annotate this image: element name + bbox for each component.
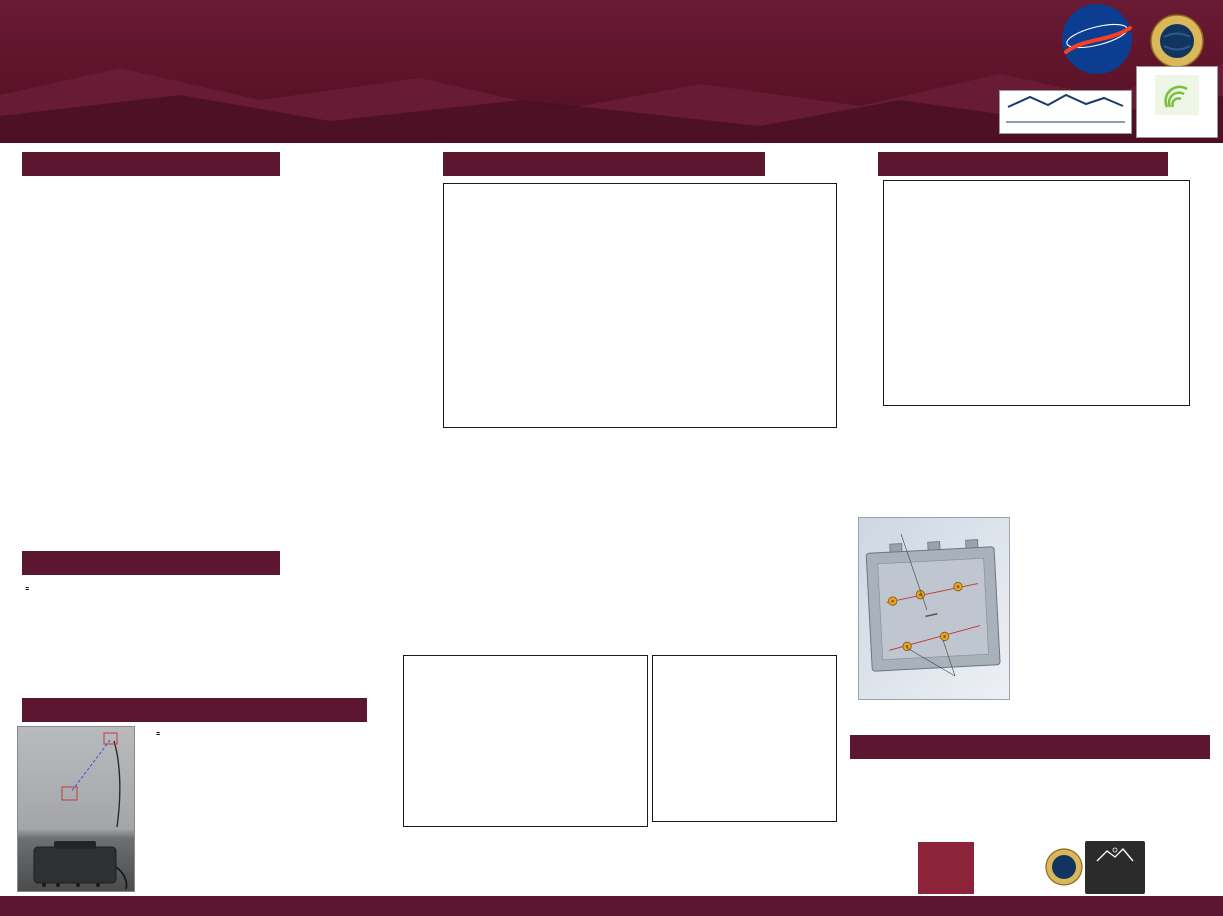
mountain-backdrop-image xyxy=(0,64,1223,143)
nmhed-logo xyxy=(1085,841,1145,894)
title-block xyxy=(255,7,955,13)
research-goals-list xyxy=(22,579,388,597)
acknowledgements-section-header xyxy=(850,735,1210,759)
figure2-chart xyxy=(443,183,837,428)
nasa-logo xyxy=(1062,4,1132,74)
bottom-accent-bar xyxy=(0,896,1223,916)
analysis-section-header xyxy=(443,152,765,176)
discussion-section-header xyxy=(878,152,1168,176)
analysis-para1 xyxy=(437,466,839,468)
research-goals-section-header xyxy=(22,551,280,575)
discussion-para2 xyxy=(1015,517,1215,519)
methodology-section-header xyxy=(22,698,367,722)
figure5-chart xyxy=(883,180,1190,406)
nmsu-logo xyxy=(918,842,974,894)
equations-2-3 xyxy=(642,524,839,527)
nmhed-mountain-icon xyxy=(1096,847,1134,862)
discussion-para1 xyxy=(850,429,1216,431)
figure1-photo xyxy=(17,726,135,892)
nsf-logo xyxy=(1150,14,1204,68)
figure6-cad-image xyxy=(858,517,1010,700)
nsf-footer-logo xyxy=(1045,848,1083,886)
figure4-chart xyxy=(652,655,837,822)
figure3-chart xyxy=(403,655,648,827)
abstract-section-header xyxy=(22,152,280,176)
metis-design-logo xyxy=(1136,66,1218,138)
abstract-text xyxy=(22,181,388,183)
equations-block xyxy=(437,524,839,527)
methodology-list xyxy=(153,724,389,742)
poster-header xyxy=(0,0,1223,143)
equation-1 xyxy=(437,524,642,527)
analysis-para2 xyxy=(437,591,839,593)
new-mexico-tech-logo xyxy=(999,90,1132,134)
